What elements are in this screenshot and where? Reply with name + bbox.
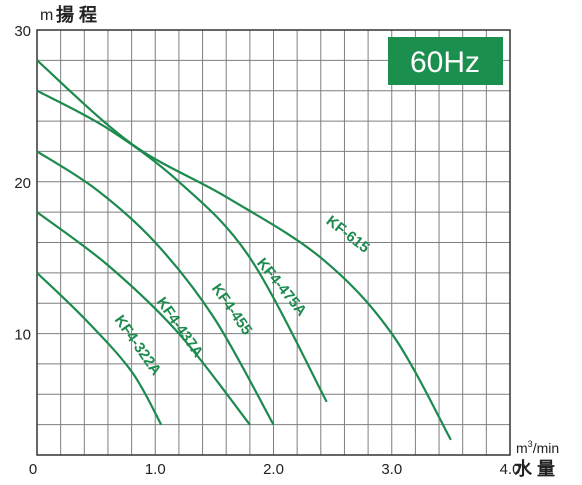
x-tick-label: 2.0 — [263, 461, 284, 478]
curve-kf4-475a — [36, 89, 328, 403]
curve-kf4-322a — [36, 272, 163, 426]
frequency-badge: 60Hz — [388, 37, 503, 85]
x-tick-label: 0 — [29, 461, 37, 478]
frequency-badge-label: 60Hz — [410, 46, 480, 79]
y-tick-label: 30 — [14, 23, 31, 40]
grid — [37, 30, 510, 455]
curve-kf4-437a — [36, 211, 251, 426]
x-axis-unit: m3/min — [516, 439, 559, 456]
axes: 0 1.0 2.0 3.0 4.0 10 20 30 — [14, 23, 520, 478]
series-label: KF4-455 — [208, 281, 255, 339]
y-tick-label: 20 — [14, 175, 31, 192]
curve-kf4-455 — [36, 150, 275, 426]
x-axis-unit-superscript: 3 — [528, 439, 533, 449]
series-label: KF4-437A — [153, 294, 207, 361]
x-axis-title: 水 量 — [514, 458, 555, 479]
series-label: KF4-475A — [253, 255, 310, 320]
y-axis-unit: m — [40, 7, 53, 24]
x-tick-label: 1.0 — [145, 461, 166, 478]
y-tick-label: 10 — [14, 327, 31, 344]
plot-frame — [36, 29, 511, 456]
y-axis-title: 揚 程 — [56, 5, 97, 25]
curve-kf-615 — [36, 59, 452, 441]
series-label: KF-615 — [323, 212, 373, 256]
x-tick-label: 3.0 — [381, 461, 402, 478]
x-tick-label: 4.0 — [500, 461, 521, 478]
series-label: KF4-322A — [111, 312, 165, 379]
frequency-badge-box — [388, 37, 503, 85]
x-axis-unit-tail: /min — [533, 440, 559, 456]
x-axis-unit-base: m — [516, 440, 528, 456]
axis-titles: m 揚 程 m3/min 水 量 — [40, 5, 559, 479]
